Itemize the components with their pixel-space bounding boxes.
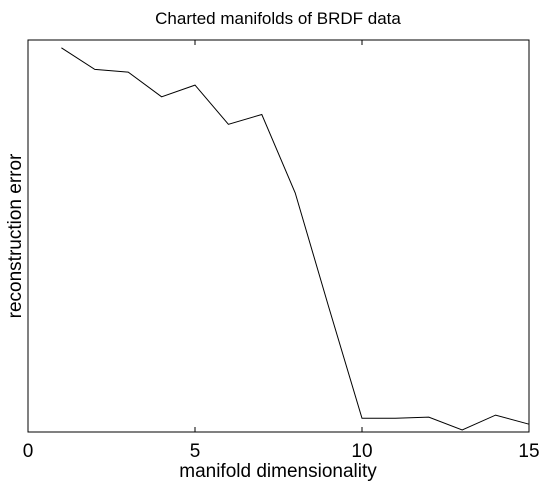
x-tick-label: 15 <box>518 441 539 462</box>
series-line <box>61 47 530 431</box>
y-axis-label: reconstruction error <box>5 153 26 318</box>
x-axis: 0 5 10 15 <box>23 40 540 462</box>
x-tick-label: 10 <box>351 441 372 462</box>
x-axis-label: manifold dimensionality <box>179 461 377 482</box>
x-tick-label: 5 <box>190 441 201 462</box>
x-tick-label: 0 <box>23 441 34 462</box>
chart-title: Charted manifolds of BRDF data <box>155 9 401 28</box>
plot-frame <box>27 39 530 433</box>
